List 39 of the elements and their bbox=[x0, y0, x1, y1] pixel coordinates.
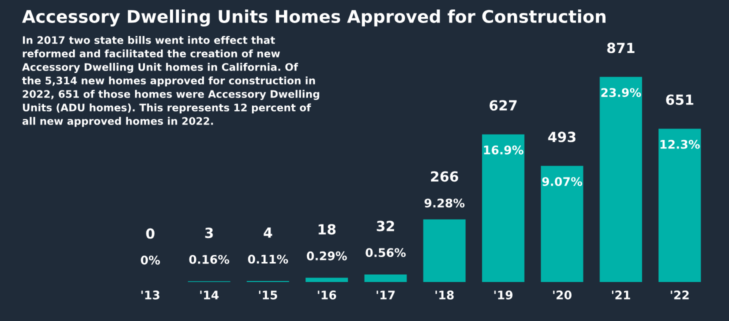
x-tick-label: '18 bbox=[436, 290, 454, 300]
x-tick-label: '16 bbox=[318, 290, 336, 300]
x-tick-label: '22 bbox=[670, 290, 689, 300]
annotation: 0.16% bbox=[189, 254, 230, 264]
x-tick-label: '15 bbox=[259, 290, 278, 300]
annotation: 16.9% bbox=[484, 146, 524, 154]
annotation: 0% bbox=[140, 256, 160, 265]
annotation: In 2017 two state bills went into effect that reformed and facilitated the creation of new Accessory Dwelling Unit homes in California. Of the 5,314 new homes approved for construction in 2022, 651 of those homes were Accessory Dwelling Units (ADU homes). This represents 12 percent of all new approved homes in 2022. bbox=[22, 36, 320, 127]
x-tick-label: '17 bbox=[376, 290, 395, 300]
chart-title: Accessory Dwelling Units Homes Approved for Construction bbox=[22, 10, 606, 26]
data-label: 18 bbox=[318, 224, 336, 235]
data-label: 493 bbox=[548, 132, 576, 142]
bar bbox=[423, 219, 466, 282]
bar bbox=[306, 278, 348, 282]
data-label: 0 bbox=[146, 228, 154, 239]
data-label: 32 bbox=[376, 220, 394, 232]
x-tick-label: '14 bbox=[200, 290, 219, 300]
annotation: 0.56% bbox=[366, 248, 406, 258]
bar bbox=[658, 128, 701, 282]
annotation: 23.9% bbox=[601, 88, 641, 98]
annotation: 12.3% bbox=[660, 140, 700, 149]
data-label: 4 bbox=[264, 228, 272, 238]
bar bbox=[364, 274, 407, 282]
data-label: 871 bbox=[607, 42, 634, 54]
x-tick-label: '21 bbox=[612, 290, 630, 300]
data-label: 627 bbox=[490, 100, 517, 111]
bar bbox=[482, 134, 524, 282]
annotation: 9.07% bbox=[542, 177, 582, 186]
annotation: 0.11% bbox=[248, 254, 288, 264]
annotation: 9.28% bbox=[424, 198, 465, 208]
bar bbox=[600, 76, 642, 282]
x-tick-label: '13 bbox=[141, 290, 160, 300]
x-tick-label: '20 bbox=[553, 290, 572, 300]
bar bbox=[540, 166, 584, 282]
annotation: 0.29% bbox=[306, 251, 347, 260]
data-label: 3 bbox=[205, 228, 213, 238]
data-label: 266 bbox=[431, 171, 458, 182]
x-tick-label: '19 bbox=[494, 290, 513, 300]
data-label: 651 bbox=[666, 94, 694, 105]
